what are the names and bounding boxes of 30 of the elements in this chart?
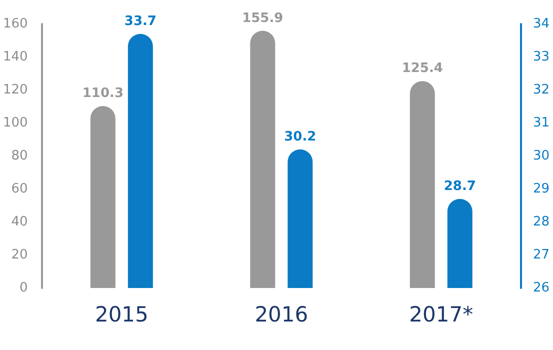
data-label: 28.7 <box>444 178 476 194</box>
y2-tick-label: 29 <box>533 182 550 196</box>
y-tick-label: 20 <box>11 248 28 262</box>
y-tick-label: 60 <box>11 182 28 196</box>
y-tick-label: 40 <box>11 214 28 230</box>
x-tick-label: 2015 <box>94 302 148 326</box>
y2-tick-label: 26 <box>533 280 550 296</box>
y-tick-label: 160 <box>2 16 28 32</box>
y-tick-label: 100 <box>2 116 28 130</box>
y2-tick-label: 28 <box>533 214 550 230</box>
y2-tick-label: 27 <box>533 248 550 262</box>
y-tick-label: 80 <box>11 148 28 164</box>
y2-tick-label: 34 <box>533 16 550 32</box>
y2-tick-label: 31 <box>533 116 550 130</box>
y-tick-label: 0 <box>20 280 28 296</box>
bar <box>90 106 116 288</box>
bar <box>410 81 435 288</box>
data-label: 30.2 <box>284 129 316 144</box>
y2-tick-label: 30 <box>533 148 550 164</box>
x-tick-label: 2016 <box>254 302 308 326</box>
y-tick-label: 140 <box>2 50 28 64</box>
y2-tick-label: 32 <box>533 82 550 98</box>
bar <box>250 30 276 288</box>
data-label: 125.4 <box>402 61 443 76</box>
data-label: 110.3 <box>82 86 124 102</box>
y-tick-label: 120 <box>2 82 28 98</box>
data-label: 155.9 <box>242 10 284 26</box>
data-label: 33.7 <box>124 14 156 29</box>
y2-tick-label: 33 <box>533 50 550 64</box>
x-tick-label: 2017* <box>409 302 474 326</box>
